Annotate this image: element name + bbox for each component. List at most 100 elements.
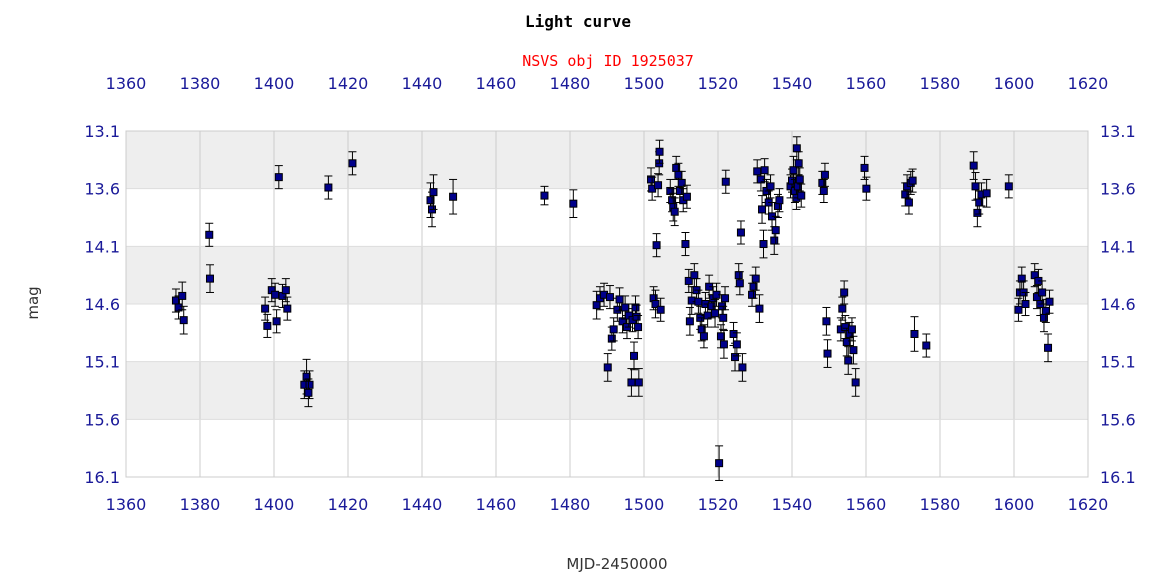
data-point (632, 312, 641, 321)
data-point (607, 334, 616, 343)
x-tick-label-top: 1540 (772, 74, 813, 93)
data-point (842, 338, 851, 347)
x-tick-label-bottom: 1560 (846, 495, 887, 514)
data-point (771, 226, 780, 235)
data-point (838, 304, 847, 313)
y-tick-label-right: 15.1 (1100, 353, 1136, 372)
data-point (1044, 343, 1053, 352)
x-tick-label-bottom: 1580 (920, 495, 961, 514)
data-point (1038, 288, 1047, 297)
y-tick-label-right: 14.6 (1100, 295, 1136, 314)
x-axis-label: MJD-2450000 (566, 555, 667, 573)
data-point (179, 316, 188, 325)
x-tick-label-bottom: 1380 (180, 495, 221, 514)
data-point (263, 321, 272, 330)
data-point (922, 341, 931, 350)
y-tick-label-right: 16.1 (1100, 468, 1136, 487)
data-point (1021, 300, 1030, 308)
data-point (738, 363, 747, 372)
data-point (324, 183, 333, 192)
data-point (1017, 274, 1026, 283)
y-tick-label-left: 15.6 (84, 410, 120, 429)
data-point (760, 166, 769, 175)
data-point (654, 181, 663, 190)
data-point (969, 161, 978, 170)
data-point (205, 274, 214, 283)
data-point (731, 353, 740, 362)
data-point (540, 191, 549, 200)
data-point (716, 332, 725, 341)
data-point (656, 305, 665, 314)
data-point (860, 163, 869, 172)
x-tick-label-bottom: 1400 (254, 495, 295, 514)
data-point (748, 290, 757, 299)
data-point (844, 356, 853, 365)
data-point (759, 240, 768, 249)
x-tick-label-top: 1580 (920, 74, 961, 93)
data-point (305, 380, 314, 389)
data-point (904, 198, 913, 207)
y-tick-label-right: 13.1 (1100, 122, 1136, 141)
y-tick-label-left: 13.1 (84, 122, 120, 141)
data-point (982, 189, 991, 198)
x-tick-label-top: 1360 (106, 74, 147, 93)
data-point (766, 182, 775, 191)
data-point (735, 279, 744, 288)
x-tick-label-bottom: 1600 (994, 495, 1035, 514)
data-point (971, 182, 980, 191)
data-point (634, 378, 643, 387)
data-point (715, 459, 724, 468)
data-point (618, 317, 627, 326)
x-tick-label-top: 1420 (328, 74, 369, 93)
data-point (719, 340, 728, 349)
x-tick-label-top: 1560 (846, 74, 887, 93)
data-point (272, 317, 281, 326)
data-point (261, 304, 270, 313)
data-point (819, 186, 828, 195)
x-tick-label-bottom: 1480 (550, 495, 591, 514)
data-point (178, 291, 187, 300)
data-point (627, 378, 636, 387)
data-point (684, 276, 693, 285)
x-tick-label-top: 1500 (624, 74, 665, 93)
y-tick-label-left: 14.1 (84, 237, 120, 256)
data-point (721, 294, 730, 303)
x-tick-label-bottom: 1360 (106, 495, 147, 514)
axis-ticks: 1360 1360 1380 1380 1400 1400 1420 1420 1440 1440… (84, 74, 1135, 514)
gridlines (126, 131, 1088, 477)
data-point (677, 178, 686, 187)
data-point (621, 303, 630, 312)
data-point (634, 323, 643, 332)
x-tick-label-top: 1520 (698, 74, 739, 93)
x-tick-label-top: 1440 (402, 74, 443, 93)
data-point (631, 303, 640, 312)
data-point (681, 240, 690, 249)
background-band (126, 131, 1088, 189)
data-point (736, 228, 745, 237)
data-point (721, 177, 730, 186)
data-point (281, 286, 290, 295)
data-point (841, 323, 850, 332)
data-point (348, 159, 357, 168)
data-point (729, 329, 738, 338)
x-tick-label-bottom: 1520 (698, 495, 739, 514)
data-point (910, 329, 919, 338)
plot-frame (125, 130, 1089, 478)
data-point (651, 300, 660, 308)
data-point (271, 290, 280, 299)
data-point (1014, 305, 1023, 314)
data-point (615, 295, 624, 304)
data-point (789, 166, 798, 175)
data-point (753, 167, 762, 176)
data-point (630, 351, 639, 360)
data-point (758, 205, 767, 214)
x-tick-label-bottom: 1540 (772, 495, 813, 514)
data-point (794, 159, 803, 168)
data-point (690, 271, 699, 280)
data-point (908, 176, 917, 185)
chart-subtitle: NSVS obj ID 1925037 (522, 52, 694, 70)
data-point (795, 175, 804, 184)
data-point (682, 192, 691, 201)
y-tick-label-right: 13.6 (1100, 180, 1136, 199)
